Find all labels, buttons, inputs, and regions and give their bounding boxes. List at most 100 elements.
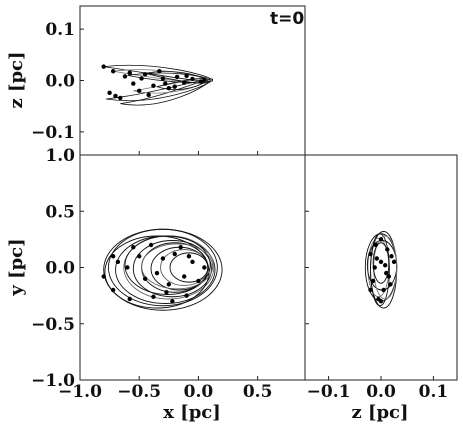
xz-y-tick-label: 0.0 [45, 72, 75, 92]
zy-star-point [382, 263, 388, 268]
time-annotation: t=0 [270, 9, 304, 29]
xy-y-axis-label: y [pc] [6, 238, 27, 296]
xy-star-point [125, 265, 130, 270]
xy-star-point [110, 254, 116, 259]
zy-star-point [389, 254, 394, 259]
xy-x-tick-label: 0.5 [243, 382, 273, 402]
zy-star-point [368, 287, 373, 293]
xz-star-point [182, 80, 187, 85]
xz-star-point [110, 69, 116, 74]
xy-star-point [151, 294, 156, 299]
xy-orbit [169, 252, 209, 283]
xz-orbit [105, 78, 214, 101]
xz-y-tick-label: −0.1 [31, 123, 75, 143]
xy-y-tick-label: −0.5 [31, 315, 75, 335]
xy-star-point [202, 265, 207, 270]
zy-star-point [378, 299, 384, 304]
xy-x-tick-label: 0.0 [184, 382, 214, 402]
xz-star-point [190, 76, 195, 82]
xz-y-tick-label: 0.1 [45, 20, 75, 40]
xy-panel-frame [79, 154, 306, 381]
xy-orbit [123, 235, 215, 300]
xz-star-point [113, 93, 118, 99]
zy-panel-frame [304, 154, 458, 381]
xy-star-point [154, 270, 160, 276]
zy-star-point [385, 247, 390, 252]
xy-star-point [184, 293, 189, 298]
xz-star-point [107, 90, 112, 96]
zy-star-point [378, 259, 384, 265]
xy-star-point [131, 245, 136, 250]
zy-star-point [373, 242, 378, 248]
zy-orbit [372, 242, 390, 284]
xy-x-tick-label: −0.5 [117, 382, 161, 402]
zy-star-point [391, 259, 397, 265]
xy-y-tick-label: −1.0 [31, 371, 75, 391]
xz-star-point [142, 72, 148, 77]
xy-orbit [141, 243, 214, 290]
xz-star-point [174, 74, 180, 80]
xy-panel: −1.0 −0.5 0.0 0.5 1.00.50.0−0.5−1.0 x [pc] … [6, 146, 306, 423]
xy-star-point [166, 282, 172, 287]
zy-star-point [372, 265, 377, 270]
xz-star-point [101, 64, 106, 69]
xy-star-point [137, 254, 142, 259]
xz-star-point [139, 76, 144, 81]
xz-star-point [184, 73, 189, 79]
xz-orbit [127, 72, 211, 84]
zy-star-point [368, 251, 373, 257]
xz-star-point [127, 70, 132, 75]
xz-y-ticks: 0.1 0.0 −0.1 [31, 20, 259, 155]
xz-star-point [198, 79, 203, 84]
xz-star-point [172, 84, 177, 89]
xz-star-point [146, 92, 151, 98]
zy-panel: −0.1 0.0 0.1 z [pc] [304, 154, 458, 423]
xy-orbit [124, 235, 211, 295]
zy-star-point [374, 256, 380, 261]
xy-star-point [148, 242, 154, 248]
xy-x-tick-label: −1.0 [58, 382, 102, 402]
xy-star-point [160, 256, 166, 261]
xy-star-point [101, 274, 106, 279]
xz-orbit [103, 64, 214, 82]
xy-orbit [132, 240, 212, 298]
xy-star-point [142, 276, 148, 281]
xy-star-point [110, 287, 116, 293]
zy-x-tick-label: −0.1 [307, 382, 351, 402]
xz-star-point [122, 74, 128, 79]
xy-star-point [182, 274, 187, 279]
xy-star-point [186, 254, 192, 259]
xy-orbit [160, 249, 209, 286]
zy-x-ticks: −0.1 0.0 0.1 [305, 210, 449, 402]
xz-star-point [163, 81, 168, 86]
xy-star-point [178, 245, 183, 250]
xz-star-point [137, 88, 142, 93]
zy-star-point [384, 270, 389, 276]
xy-star-point [115, 259, 121, 265]
xy-x-ticks: −1.0 −0.5 0.0 0.5 [58, 376, 272, 402]
xy-star-point [196, 278, 201, 284]
xy-star-point [172, 251, 177, 257]
zy-x-tick-label: 0.1 [419, 382, 449, 402]
xz-star-point [131, 81, 136, 86]
zy-star-point [370, 278, 376, 284]
xz-y-axis-label: z [pc] [6, 51, 27, 108]
xz-panel: t=0 0.1 0.0 −0.1 z [pc] [6, 5, 306, 156]
xz-star-point [166, 86, 172, 91]
xy-star-point [170, 299, 175, 304]
xy-y-ticks: 1.0 0.5 0.0 −0.5 −1.0 [31, 146, 84, 391]
xy-y-tick-label: 0.0 [45, 259, 75, 279]
xz-star-point [151, 83, 156, 88]
xy-star-point [164, 290, 169, 295]
xz-star-point [160, 76, 166, 81]
xz-star-point [118, 95, 123, 101]
zy-star-point [386, 274, 392, 279]
xy-y-tick-label: 0.5 [45, 202, 75, 222]
zy-x-tick-label: 0.0 [366, 382, 396, 402]
xz-star-point [202, 77, 207, 83]
xz-orbit [133, 78, 209, 94]
xy-orbit [107, 228, 218, 307]
xy-star-point [190, 259, 195, 265]
xy-y-tick-label: 1.0 [45, 146, 75, 166]
